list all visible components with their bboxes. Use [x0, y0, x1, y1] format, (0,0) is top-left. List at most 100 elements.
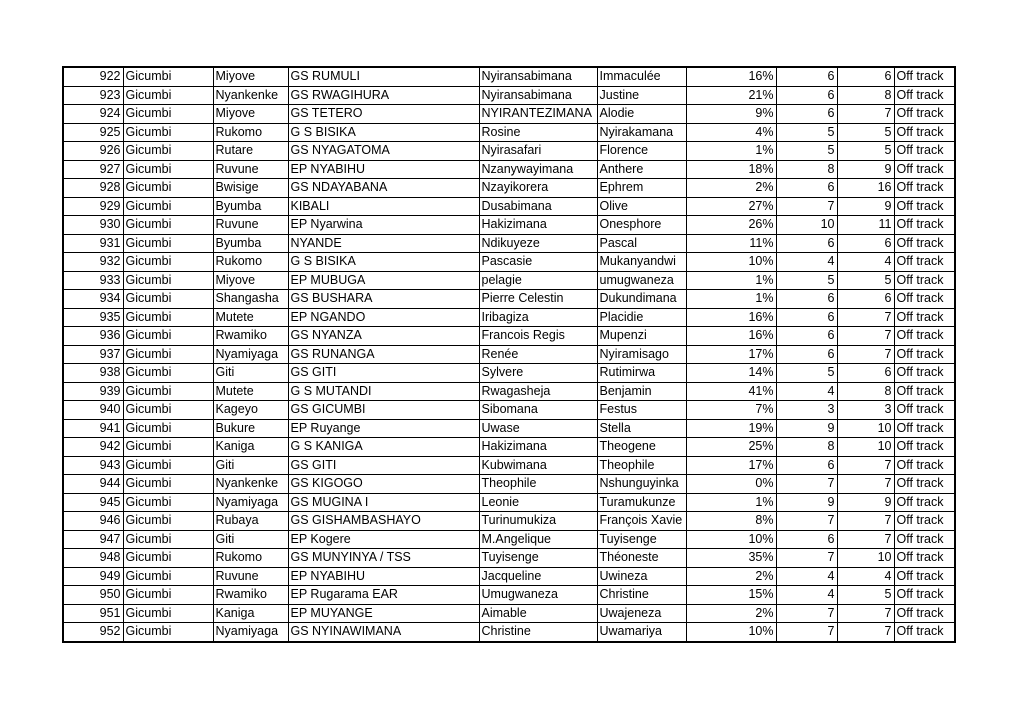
count-a: 6 — [775, 104, 838, 124]
sector: Nyankenke — [212, 85, 289, 105]
first-name: Immaculée — [596, 66, 687, 87]
district: Gicumbi — [122, 252, 214, 272]
last-name: NYIRANTEZIMANA — [478, 104, 598, 124]
school: G S BISIKA — [287, 252, 480, 272]
table-row: 942 Gicumbi Kaniga G S KANIGA Hakizimana Theo… — [62, 437, 956, 457]
row-number: 946 — [62, 511, 124, 531]
row-number: 936 — [62, 326, 124, 346]
count-a: 4 — [775, 585, 838, 605]
row-number: 948 — [62, 548, 124, 568]
table-row: 951 Gicumbi Kaniga EP MUYANGE Aimable Uwajene… — [62, 603, 956, 623]
count-b: 10 — [836, 548, 895, 568]
school: EP NYABIHU — [287, 566, 480, 586]
percent: 15% — [685, 585, 777, 605]
last-name: Ndikuyeze — [478, 233, 598, 253]
percent: 4% — [685, 122, 777, 142]
row-number: 934 — [62, 289, 124, 309]
table-row: 927 Gicumbi Ruvune EP NYABIHU Nzanywayimana A… — [62, 159, 956, 179]
percent: 17% — [685, 455, 777, 475]
table-row: 943 Gicumbi Giti GS GITI Kubwimana Theophile 1… — [62, 455, 956, 475]
district: Gicumbi — [122, 289, 214, 309]
table-row: 945 Gicumbi Nyamiyaga GS MUGINA I Leonie Tura… — [62, 492, 956, 512]
sector: Bwisige — [212, 178, 289, 198]
school: EP MUBUGA — [287, 270, 480, 290]
row-number: 927 — [62, 159, 124, 179]
count-a: 9 — [775, 418, 838, 438]
status: Off track — [893, 215, 956, 235]
first-name: Tuyisenge — [596, 529, 687, 549]
count-a: 9 — [775, 492, 838, 512]
first-name: Uwajeneza — [596, 603, 687, 623]
table-row: 928 Gicumbi Bwisige GS NDAYABANA Nzayikorera… — [62, 178, 956, 198]
row-number: 947 — [62, 529, 124, 549]
table-row: 949 Gicumbi Ruvune EP NYABIHU Jacqueline Uwin… — [62, 566, 956, 586]
first-name: Turamukunze — [596, 492, 687, 512]
first-name: François Xavie — [596, 511, 687, 531]
percent: 2% — [685, 566, 777, 586]
count-a: 7 — [775, 511, 838, 531]
sector: Nyamiyaga — [212, 492, 289, 512]
count-a: 6 — [775, 326, 838, 346]
district: Gicumbi — [122, 511, 214, 531]
last-name: Sibomana — [478, 400, 598, 420]
percent: 2% — [685, 603, 777, 623]
first-name: Théoneste — [596, 548, 687, 568]
table-row: 941 Gicumbi Bukure EP Ruyange Uwase Stella 19%… — [62, 418, 956, 438]
district: Gicumbi — [122, 363, 214, 383]
count-b: 7 — [836, 455, 895, 475]
district: Gicumbi — [122, 400, 214, 420]
count-b: 7 — [836, 307, 895, 327]
school: GS GISHAMBASHAYO — [287, 511, 480, 531]
row-number: 937 — [62, 344, 124, 364]
sector: Kaniga — [212, 437, 289, 457]
status: Off track — [893, 455, 956, 475]
row-number: 926 — [62, 141, 124, 161]
count-b: 7 — [836, 603, 895, 623]
first-name: Christine — [596, 585, 687, 605]
percent: 16% — [685, 307, 777, 327]
table-row: 946 Gicumbi Rubaya GS GISHAMBASHAYO Turinumu… — [62, 511, 956, 531]
row-number: 930 — [62, 215, 124, 235]
first-name: Florence — [596, 141, 687, 161]
count-b: 10 — [836, 437, 895, 457]
first-name: Nshunguyinka — [596, 474, 687, 494]
sector: Mutete — [212, 307, 289, 327]
table-row: 944 Gicumbi Nyankenke GS KIGOGO Theophile Nsh… — [62, 474, 956, 494]
first-name: Alodie — [596, 104, 687, 124]
count-a: 6 — [775, 85, 838, 105]
count-a: 6 — [775, 178, 838, 198]
table-row: 923 Gicumbi Nyankenke GS RWAGIHURA Nyiransab… — [62, 85, 956, 105]
count-b: 4 — [836, 252, 895, 272]
school: KIBALI — [287, 196, 480, 216]
count-a: 5 — [775, 270, 838, 290]
count-b: 7 — [836, 474, 895, 494]
district: Gicumbi — [122, 270, 214, 290]
sector: Rutare — [212, 141, 289, 161]
first-name: Dukundimana — [596, 289, 687, 309]
percent: 16% — [685, 66, 777, 87]
last-name: Iribagiza — [478, 307, 598, 327]
count-a: 5 — [775, 363, 838, 383]
last-name: Leonie — [478, 492, 598, 512]
status: Off track — [893, 363, 956, 383]
row-number: 950 — [62, 585, 124, 605]
district: Gicumbi — [122, 344, 214, 364]
school: GS GICUMBI — [287, 400, 480, 420]
row-number: 939 — [62, 381, 124, 401]
count-a: 4 — [775, 566, 838, 586]
district: Gicumbi — [122, 492, 214, 512]
percent: 26% — [685, 215, 777, 235]
row-number: 952 — [62, 622, 124, 642]
first-name: Theophile — [596, 455, 687, 475]
sector: Miyove — [212, 270, 289, 290]
school: G S BISIKA — [287, 122, 480, 142]
district: Gicumbi — [122, 122, 214, 142]
percent: 18% — [685, 159, 777, 179]
table-row: 933 Gicumbi Miyove EP MUBUGA pelagie umugwane… — [62, 270, 956, 290]
count-b: 7 — [836, 622, 895, 642]
district: Gicumbi — [122, 381, 214, 401]
last-name: Theophile — [478, 474, 598, 494]
count-b: 5 — [836, 141, 895, 161]
table-row: 926 Gicumbi Rutare GS NYAGATOMA Nyirasafari F… — [62, 141, 956, 161]
sector: Rukomo — [212, 548, 289, 568]
